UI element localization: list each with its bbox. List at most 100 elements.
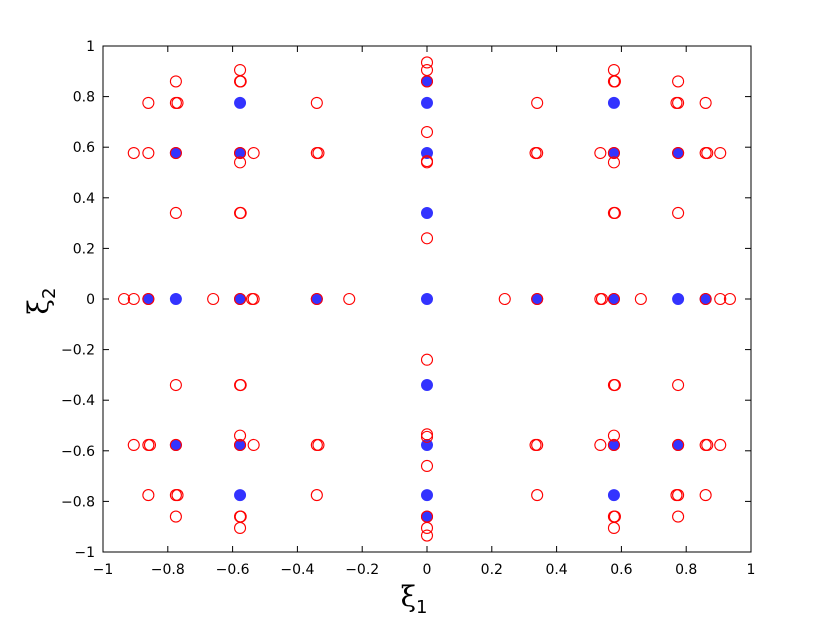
open-point xyxy=(699,96,712,109)
open-point xyxy=(310,96,323,109)
open-point xyxy=(169,75,182,88)
open-point xyxy=(714,438,727,452)
open-point xyxy=(608,510,621,523)
y-axis-label-subscript: 2 xyxy=(39,288,60,299)
y-tick-label: 0.2 xyxy=(73,241,95,257)
open-point xyxy=(169,438,182,452)
open-point xyxy=(234,429,247,442)
axis-ticks xyxy=(102,45,752,553)
x-axis-label-subscript: 1 xyxy=(416,597,427,618)
open-point xyxy=(310,489,323,502)
open-point xyxy=(672,438,685,452)
y-tick-label: 0.4 xyxy=(73,191,95,207)
open-point xyxy=(607,292,620,306)
open-point xyxy=(142,96,155,109)
open-point xyxy=(171,96,184,109)
filled-point xyxy=(421,206,433,219)
open-point xyxy=(169,510,182,523)
open-point xyxy=(142,489,155,502)
open-point xyxy=(420,353,434,366)
filled-point xyxy=(672,293,685,305)
open-point xyxy=(234,75,247,88)
open-point xyxy=(312,146,325,160)
y-tick-label: −0.2 xyxy=(61,343,95,359)
open-point xyxy=(118,292,131,306)
open-point xyxy=(672,75,685,88)
open-point xyxy=(531,96,544,109)
open-point xyxy=(670,96,683,109)
open-point xyxy=(234,378,247,392)
open-point xyxy=(608,75,621,88)
open-point xyxy=(127,292,140,306)
y-axis-label: ξ2 xyxy=(22,288,60,315)
open-point xyxy=(670,489,683,502)
open-point xyxy=(420,56,434,69)
x-axis-label-symbol: ξ xyxy=(401,580,416,613)
open-point xyxy=(672,146,685,160)
axis-tick-labels: −1 −0.8 −0.6 −0.4 −0.2 0 0.2 0.4 0.6 0.8 1 −1 −0.8 −0… xyxy=(61,39,755,578)
open-point xyxy=(420,232,434,245)
filled-point xyxy=(234,96,247,109)
x-tick-label: 0.6 xyxy=(610,562,632,578)
open-point xyxy=(312,438,325,452)
open-point xyxy=(607,156,620,169)
open-point xyxy=(234,510,247,523)
open-point xyxy=(247,292,260,306)
y-tick-label: −0.6 xyxy=(61,444,95,460)
open-point xyxy=(234,438,247,452)
y-tick-label: −0.8 xyxy=(61,494,95,510)
open-point xyxy=(607,438,620,452)
open-point xyxy=(701,438,714,452)
x-tick-label: 0.2 xyxy=(481,562,503,578)
x-tick-label: −0.2 xyxy=(345,562,379,578)
x-tick-label: 1 xyxy=(747,562,756,578)
y-tick-label: −0.4 xyxy=(61,393,95,409)
filled-point xyxy=(421,489,433,502)
open-point xyxy=(714,292,727,306)
x-tick-label: 0 xyxy=(423,562,432,578)
open-point xyxy=(714,146,727,160)
y-tick-label: −1 xyxy=(74,545,95,561)
open-point xyxy=(143,438,157,452)
open-point xyxy=(420,430,434,443)
open-point xyxy=(142,146,155,160)
filled-point xyxy=(607,489,620,502)
open-point xyxy=(594,146,607,160)
open-point xyxy=(672,206,685,220)
filled-point xyxy=(421,293,433,305)
open-point xyxy=(234,292,247,306)
open-point xyxy=(207,292,220,306)
open-point xyxy=(420,75,434,88)
open-point xyxy=(169,146,182,160)
open-point xyxy=(171,489,184,502)
y-axis-label-symbol: ξ xyxy=(22,299,55,314)
open-point xyxy=(420,428,434,441)
open-point xyxy=(699,292,712,306)
open-point xyxy=(247,438,260,452)
open-point xyxy=(169,378,182,392)
open-point xyxy=(529,146,542,160)
x-tick-label: −0.4 xyxy=(280,562,314,578)
x-tick-label: 0.4 xyxy=(545,562,567,578)
x-tick-label: −0.6 xyxy=(216,562,250,578)
open-point xyxy=(234,146,247,160)
open-point xyxy=(672,510,685,523)
filled-point xyxy=(607,96,620,109)
y-tick-label: 1 xyxy=(86,39,95,55)
open-point xyxy=(127,438,140,452)
open-point xyxy=(634,292,647,306)
open-point xyxy=(420,521,434,535)
open-point xyxy=(608,378,621,392)
x-tick-label: −1 xyxy=(93,562,114,578)
open-point xyxy=(607,146,620,160)
open-point xyxy=(498,292,511,306)
open-point xyxy=(672,378,685,392)
open-point xyxy=(420,156,434,169)
open-point xyxy=(701,146,714,160)
open-point xyxy=(343,292,356,306)
open-point xyxy=(142,292,155,306)
open-point xyxy=(310,292,323,306)
filled-point xyxy=(169,293,182,305)
open-point xyxy=(234,156,247,169)
x-tick-label: 0.8 xyxy=(675,562,697,578)
